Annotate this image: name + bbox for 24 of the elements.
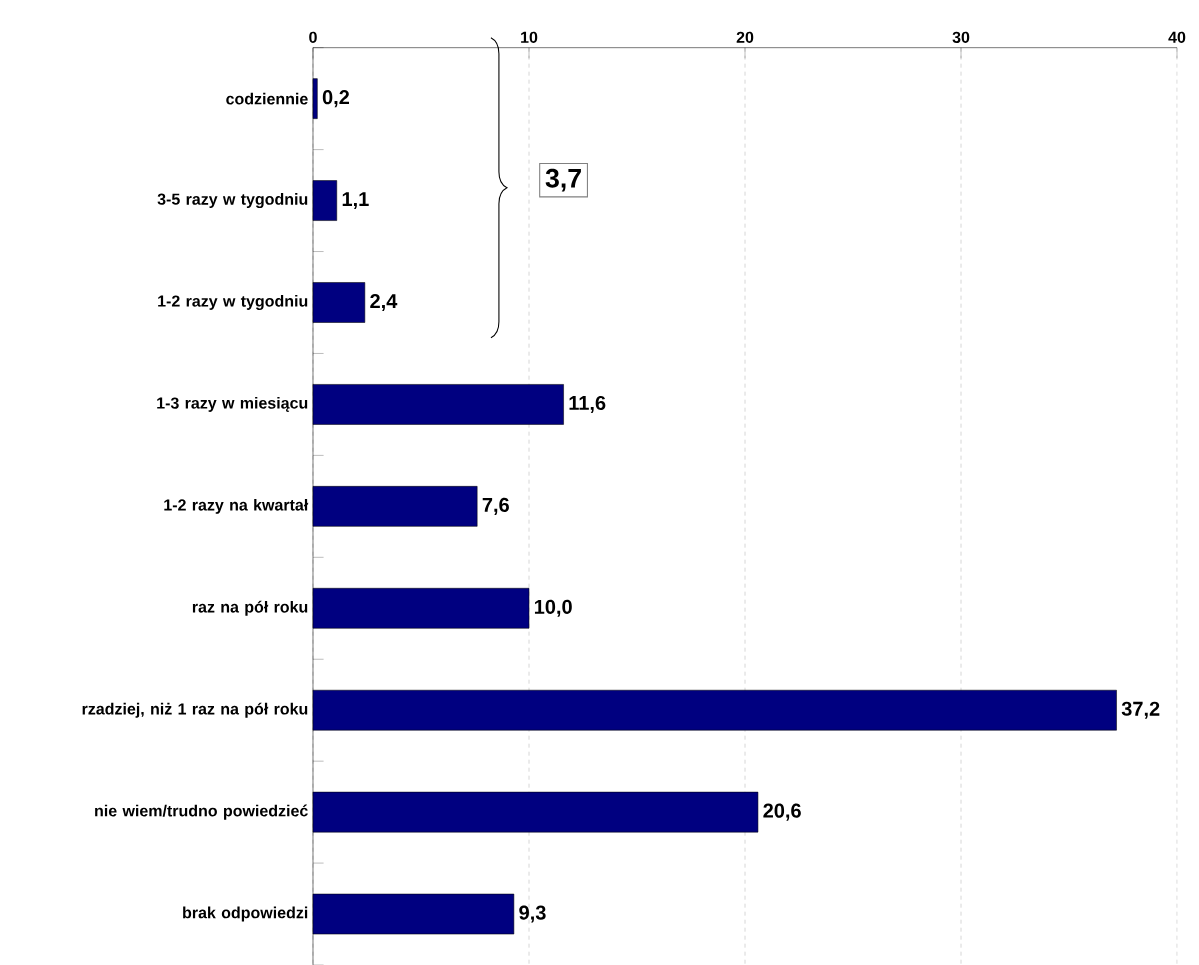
y-tick-label: codziennie <box>226 92 308 105</box>
data-label: 37,2 <box>1121 701 1160 719</box>
x-tick-label: 20 <box>736 31 754 43</box>
y-tick-label: 1-3 razy w miesiącu <box>157 396 308 412</box>
data-label: 9,3 <box>519 905 546 923</box>
data-label: 11,6 <box>569 395 606 413</box>
annotation: 3,7 <box>545 168 581 192</box>
x-tick-label: 10 <box>521 31 538 43</box>
y-tick-label: nie wiem/trudno powiedzieć <box>95 804 308 820</box>
data-label: 7,6 <box>482 497 509 515</box>
y-tick-label: rzadziej, niż 1 raz na pół roku <box>82 702 308 718</box>
x-tick-label: 0 <box>309 31 317 43</box>
data-label: 0,2 <box>322 90 350 108</box>
data-label: 2,4 <box>370 293 398 312</box>
y-tick-label: 3-5 razy w tygodniu <box>157 193 308 209</box>
y-tick-label: 1-2 razy na kwartał <box>164 498 309 514</box>
data-label: 10,0 <box>534 599 572 617</box>
x-tick-label: 30 <box>952 31 970 43</box>
y-tick-label: 1-2 razy w tygodniu <box>158 295 308 310</box>
data-label: 20,6 <box>763 803 801 821</box>
y-tick-label: raz na pół roku <box>192 600 308 616</box>
x-tick-label: 40 <box>1168 31 1186 43</box>
data-label: 1,1 <box>342 192 369 209</box>
y-tick-label: brak odpowiedzi <box>183 906 308 922</box>
